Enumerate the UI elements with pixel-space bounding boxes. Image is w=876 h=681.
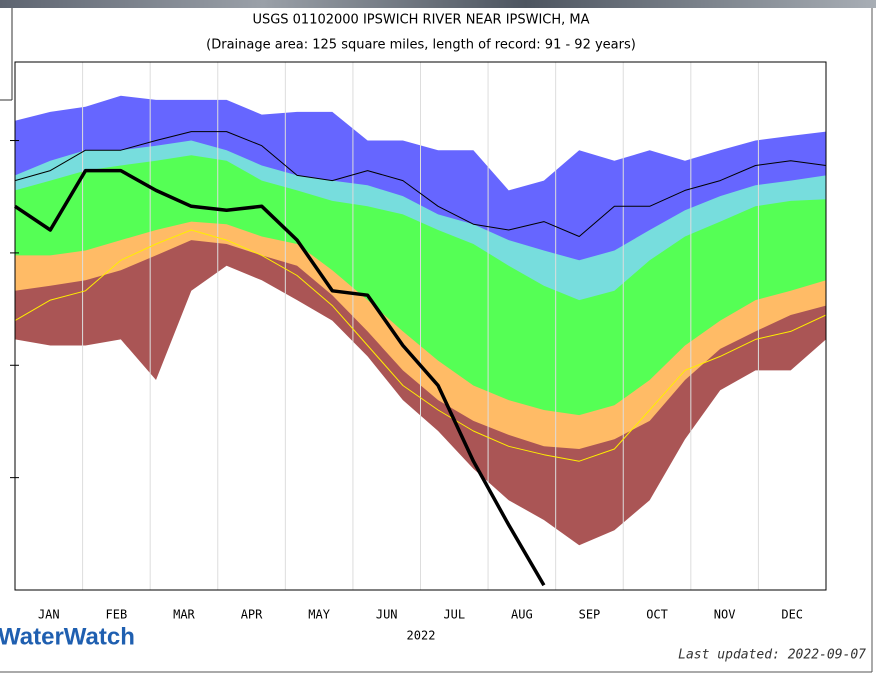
chart-subtitle: (Drainage area: 125 square miles, length… (206, 38, 636, 53)
last-updated: Last updated: 2022-09-07 (678, 648, 866, 663)
flow-line (14, 229, 827, 462)
x-tick-label: OCT (646, 608, 668, 622)
x-tick-label: MAY (308, 608, 330, 622)
flow-line (14, 168, 546, 587)
x-tick-label: DEC (781, 608, 803, 622)
x-tick-label: JUL (443, 608, 465, 622)
x-tick-label: SEP (579, 608, 601, 622)
chart-title: USGS 01102000 IPSWICH RIVER NEAR IPSWICH… (252, 13, 589, 28)
x-tick-label: AUG (511, 608, 533, 622)
x-tick-label: APR (241, 608, 263, 622)
x-axis-label: 2022 (407, 629, 436, 643)
photo-strip (0, 0, 876, 8)
x-tick-label: FEB (106, 608, 128, 622)
x-tick-label: NOV (714, 608, 736, 622)
plot-area: JAN FEB MAR APR MAY JUN JUL AUG SEP OCT NOV DEC (10, 61, 827, 622)
brand: WaterWatch (0, 623, 135, 650)
x-tick-label: JAN (38, 608, 60, 622)
flow-line (14, 131, 827, 237)
plot-border (14, 61, 827, 591)
x-tick-label: MAR (173, 608, 195, 622)
x-tick-label: JUN (376, 608, 398, 622)
